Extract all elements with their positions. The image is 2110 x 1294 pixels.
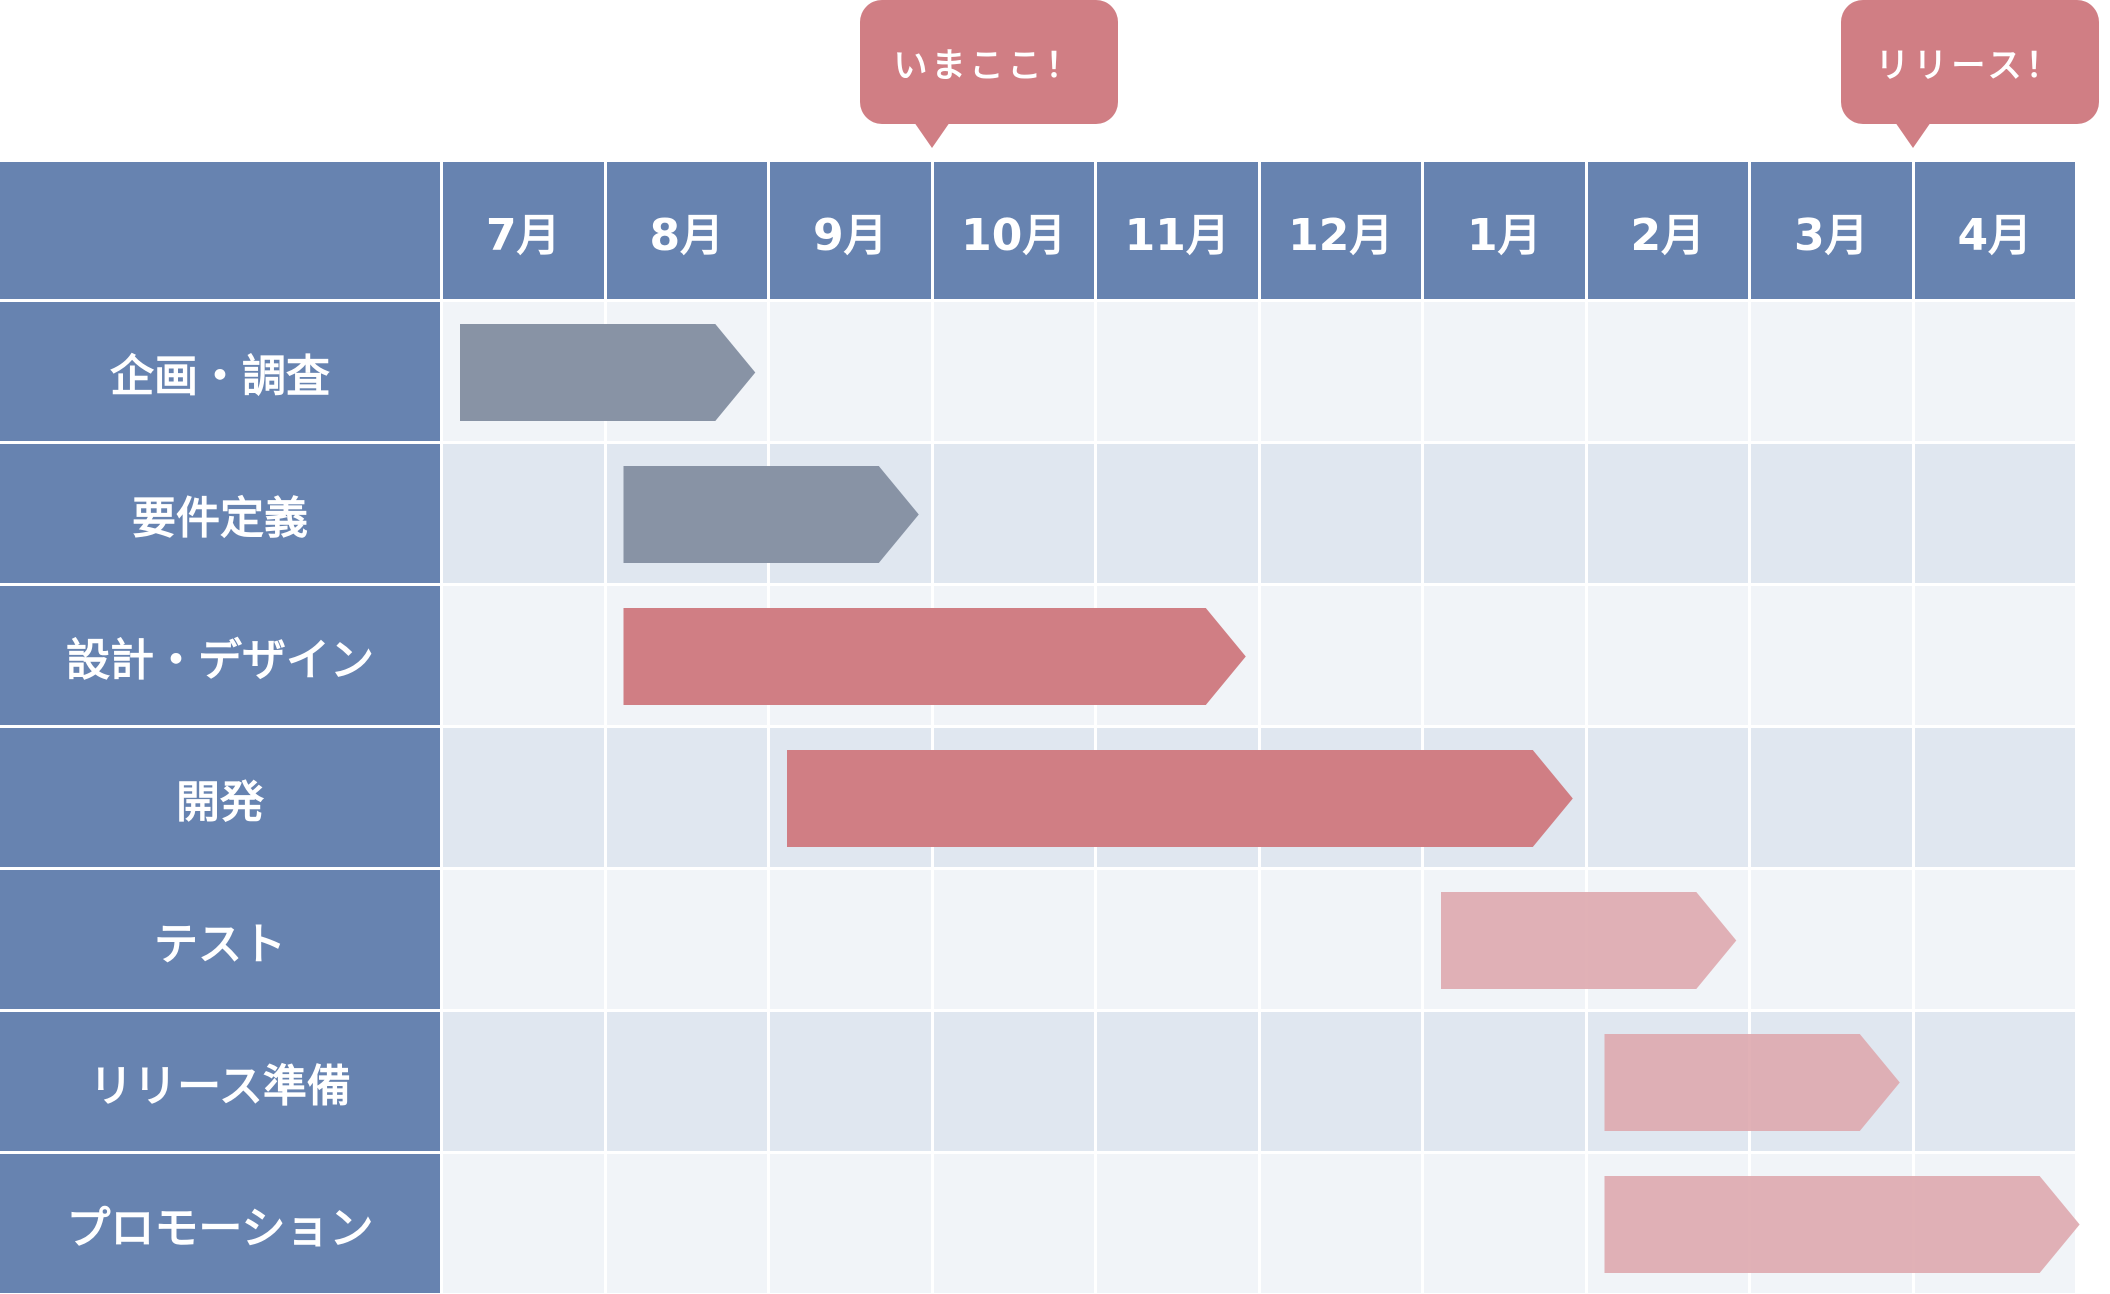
month-header-4: 10月 [933, 162, 1094, 299]
grid-cell [933, 1012, 1094, 1151]
grid-cell [1260, 302, 1421, 441]
grid-cell [1914, 1012, 2075, 1151]
grid-cell [443, 1012, 604, 1151]
callout-label: いまここ！ [859, 0, 1118, 124]
month-header-9: 3月 [1751, 162, 1912, 299]
task-label-3: 設計・デザイン [0, 586, 440, 725]
task-label-4: 開発 [0, 728, 440, 867]
task-bar-7 [1604, 1176, 2080, 1273]
grid-cell [770, 1154, 931, 1293]
month-header-6: 12月 [1260, 162, 1421, 299]
month-header-1: 7月 [443, 162, 604, 299]
grid-cell [1424, 1154, 1585, 1293]
callout-pointer [1894, 122, 1931, 148]
grid-cell [1260, 444, 1421, 583]
grid-cell [770, 1012, 931, 1151]
grid-cell [1260, 870, 1421, 1009]
grid-cell [1751, 728, 1912, 867]
grid-cell [606, 1012, 767, 1151]
grid-cell [443, 586, 604, 725]
month-header-5: 11月 [1097, 162, 1258, 299]
task-bar-2 [623, 466, 919, 563]
grid-cell [933, 302, 1094, 441]
grid-cell [1751, 302, 1912, 441]
task-label-6: リリース準備 [0, 1012, 440, 1151]
grid-cell [1260, 1154, 1421, 1293]
task-bar-1 [460, 324, 756, 421]
grid-cell [1751, 444, 1912, 583]
grid-cell [1914, 870, 2075, 1009]
grid-cell [606, 870, 767, 1009]
grid-cell [933, 870, 1094, 1009]
month-header-8: 2月 [1587, 162, 1748, 299]
callout-1: いまここ！ [859, 0, 1118, 150]
task-bar-3 [623, 608, 1246, 705]
grid-cell [1097, 870, 1258, 1009]
grid-cell [1097, 302, 1258, 441]
corner-header-cell [0, 162, 440, 299]
grid-cell [1424, 586, 1585, 725]
grid-cell [1097, 444, 1258, 583]
task-bar-4 [787, 750, 1573, 847]
grid-cell [1914, 302, 2075, 441]
task-label-2: 要件定義 [0, 444, 440, 583]
grid-cell [443, 870, 604, 1009]
callout-2: リリース！ [1840, 0, 2099, 150]
grid-cell [933, 444, 1094, 583]
grid-cell [1097, 1012, 1258, 1151]
grid-cell [443, 444, 604, 583]
grid-cell [443, 728, 604, 867]
grid-cell [770, 870, 931, 1009]
grid-cell [1587, 444, 1748, 583]
grid-cell [1587, 586, 1748, 725]
month-header-3: 9月 [770, 162, 931, 299]
grid-cell [770, 302, 931, 441]
grid-cell [1260, 1012, 1421, 1151]
month-header-10: 4月 [1914, 162, 2075, 299]
grid-cell [1424, 1012, 1585, 1151]
grid-cell [443, 1154, 604, 1293]
task-label-5: テスト [0, 870, 440, 1009]
task-bar-5 [1441, 892, 1737, 989]
grid-cell [1587, 302, 1748, 441]
grid-cell [1260, 586, 1421, 725]
grid-cell [1587, 728, 1748, 867]
task-bar-6 [1604, 1034, 1900, 1131]
grid-cell [933, 1154, 1094, 1293]
grid-cell [1914, 728, 2075, 867]
task-label-7: プロモーション [0, 1154, 440, 1293]
callout-pointer [913, 122, 950, 148]
grid-cell [606, 728, 767, 867]
grid-cell [1097, 1154, 1258, 1293]
grid-cell [606, 1154, 767, 1293]
grid-cell [1751, 870, 1912, 1009]
month-header-7: 1月 [1424, 162, 1585, 299]
grid-cell [1424, 444, 1585, 583]
grid-cell [1914, 586, 2075, 725]
grid-cell [1751, 586, 1912, 725]
grid-cell [1424, 302, 1585, 441]
month-header-2: 8月 [606, 162, 767, 299]
task-label-1: 企画・調査 [0, 302, 440, 441]
callout-label: リリース！ [1840, 0, 2099, 124]
grid-cell [1914, 444, 2075, 583]
